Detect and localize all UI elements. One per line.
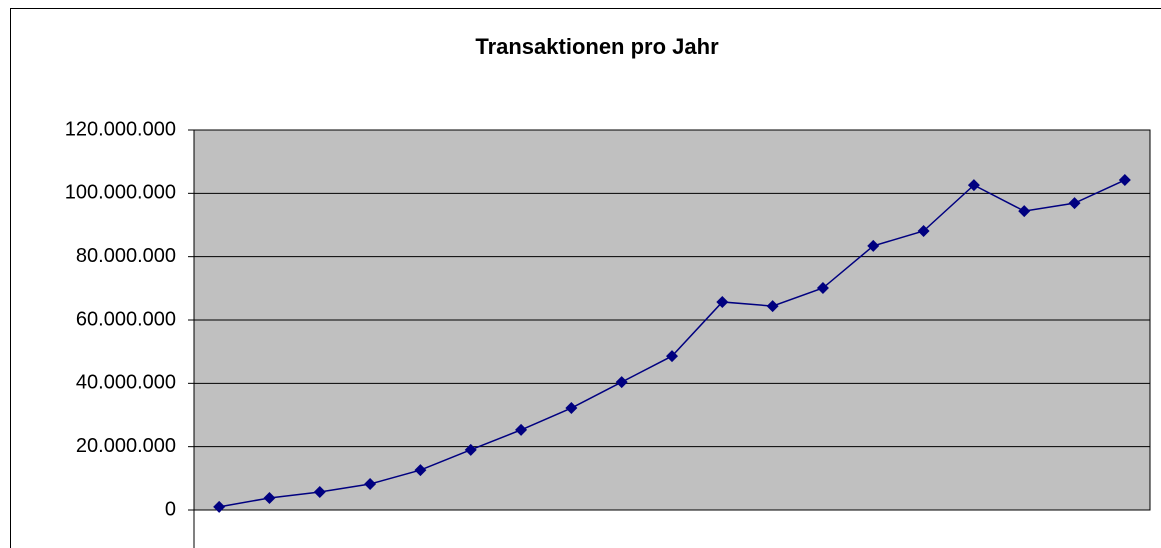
data-point	[816, 282, 829, 295]
y-tick-label: 100.000.000	[65, 182, 176, 204]
data-point	[967, 179, 980, 192]
data-point	[766, 300, 779, 313]
data-point	[364, 478, 377, 491]
y-tick-label: 80.000.000	[76, 245, 176, 267]
data-point	[213, 500, 226, 513]
data-point	[515, 423, 528, 436]
data-point	[716, 295, 729, 308]
y-tick-label: 0	[165, 498, 176, 520]
data-point	[1068, 197, 1081, 210]
data-point	[313, 485, 326, 498]
data-point	[867, 239, 880, 252]
data-point	[464, 443, 477, 456]
data-point	[666, 350, 678, 363]
data-point	[1118, 174, 1131, 187]
data-point	[414, 464, 427, 477]
data-point	[917, 225, 930, 238]
y-tick-label: 40.000.000	[76, 372, 176, 394]
data-point	[615, 376, 628, 389]
y-tick-label: 60.000.000	[76, 308, 176, 330]
y-tick-label: 20.000.000	[76, 435, 176, 457]
y-tick-label: 120.000.000	[65, 118, 176, 140]
data-point	[1018, 205, 1031, 218]
data-point	[565, 402, 578, 415]
data-point	[263, 491, 276, 504]
chart-title: Transaktionen pro Jahr	[475, 34, 719, 59]
